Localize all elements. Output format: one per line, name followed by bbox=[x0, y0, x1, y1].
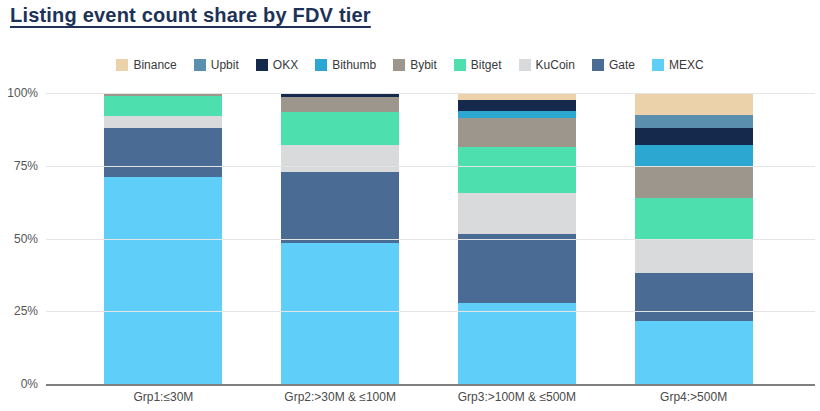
legend-label: MEXC bbox=[669, 58, 704, 72]
legend-swatch-gate bbox=[592, 59, 604, 71]
legend-item-binance: Binance bbox=[116, 58, 176, 72]
legend-label: Upbit bbox=[211, 58, 239, 72]
bar-segment-bitget bbox=[458, 147, 576, 194]
bar-segment-binance bbox=[458, 93, 576, 100]
y-tick-label: 50% bbox=[14, 232, 38, 246]
gridline-25 bbox=[46, 311, 815, 312]
bar-segment-gate bbox=[635, 273, 753, 321]
legend-swatch-kucoin bbox=[519, 59, 531, 71]
x-axis-label-2: Grp2:>30M & ≤100M bbox=[252, 390, 429, 404]
legend-label: Bybit bbox=[410, 58, 437, 72]
bar-segment-bithumb bbox=[635, 145, 753, 165]
x-axis-label-1: Grp1:≤30M bbox=[75, 390, 252, 404]
chart-page: Listing event count share by FDV tier Bi… bbox=[0, 0, 820, 411]
chart-title: Listing event count share by FDV tier bbox=[10, 4, 371, 27]
y-tick-label: 75% bbox=[14, 159, 38, 173]
legend-label: Bitget bbox=[471, 58, 502, 72]
bar-segment-kucoin bbox=[458, 193, 576, 234]
legend-label: Gate bbox=[609, 58, 635, 72]
legend-swatch-binance bbox=[116, 59, 128, 71]
chart-legend: Binance Upbit OKX Bithumb Bybit Bitget KuCoin G… bbox=[0, 58, 820, 72]
legend-item-okx: OKX bbox=[256, 58, 298, 72]
bar-segment-kucoin bbox=[281, 145, 399, 171]
bar-segment-mexc bbox=[635, 321, 753, 384]
bar-segment-bitget bbox=[281, 112, 399, 145]
bar-segment-okx bbox=[458, 100, 576, 110]
bar-segment-gate bbox=[458, 234, 576, 302]
legend-item-bitget: Bitget bbox=[454, 58, 502, 72]
gridline-100 bbox=[46, 93, 815, 94]
x-axis-label-4: Grp4:>500M bbox=[605, 390, 782, 404]
bar-segment-kucoin bbox=[635, 239, 753, 274]
bar-segment-okx bbox=[635, 128, 753, 145]
bar-segment-bybit bbox=[635, 166, 753, 198]
bar-segment-bitget bbox=[635, 198, 753, 239]
legend-item-gate: Gate bbox=[592, 58, 635, 72]
legend-label: Binance bbox=[133, 58, 176, 72]
bar-segment-kucoin bbox=[104, 116, 222, 128]
legend-label: OKX bbox=[273, 58, 298, 72]
x-axis-label-3: Grp3:>100M & ≤500M bbox=[429, 390, 606, 404]
bar-segment-bitget bbox=[104, 96, 222, 116]
bar-segment-mexc bbox=[281, 243, 399, 384]
bar-segment-bithumb bbox=[458, 111, 576, 118]
legend-swatch-upbit bbox=[194, 59, 206, 71]
legend-swatch-bithumb bbox=[315, 59, 327, 71]
x-axis-labels: Grp1:≤30MGrp2:>30M & ≤100MGrp3:>100M & ≤… bbox=[75, 390, 782, 404]
legend-item-bithumb: Bithumb bbox=[315, 58, 376, 72]
bar-segment-binance bbox=[635, 93, 753, 115]
legend-swatch-mexc bbox=[652, 59, 664, 71]
bar-segment-mexc bbox=[458, 303, 576, 384]
legend-item-upbit: Upbit bbox=[194, 58, 239, 72]
bar-segment-upbit bbox=[635, 115, 753, 128]
legend-swatch-bitget bbox=[454, 59, 466, 71]
bar-segment-gate bbox=[104, 128, 222, 177]
legend-item-kucoin: KuCoin bbox=[519, 58, 575, 72]
bar-segment-gate bbox=[281, 172, 399, 243]
gridline-50 bbox=[46, 239, 815, 240]
plot-area: 0%25%50%75%100% bbox=[46, 93, 815, 386]
bar-segment-bybit bbox=[458, 118, 576, 147]
legend-swatch-bybit bbox=[393, 59, 405, 71]
legend-item-mexc: MEXC bbox=[652, 58, 704, 72]
bar-segment-mexc bbox=[104, 177, 222, 384]
legend-swatch-okx bbox=[256, 59, 268, 71]
y-tick-label: 0% bbox=[21, 377, 38, 391]
legend-label: Bithumb bbox=[332, 58, 376, 72]
gridline-75 bbox=[46, 166, 815, 167]
bar-segment-bybit bbox=[281, 97, 399, 112]
y-tick-label: 25% bbox=[14, 304, 38, 318]
legend-item-bybit: Bybit bbox=[393, 58, 437, 72]
legend-label: KuCoin bbox=[536, 58, 575, 72]
y-tick-label: 100% bbox=[7, 86, 38, 100]
